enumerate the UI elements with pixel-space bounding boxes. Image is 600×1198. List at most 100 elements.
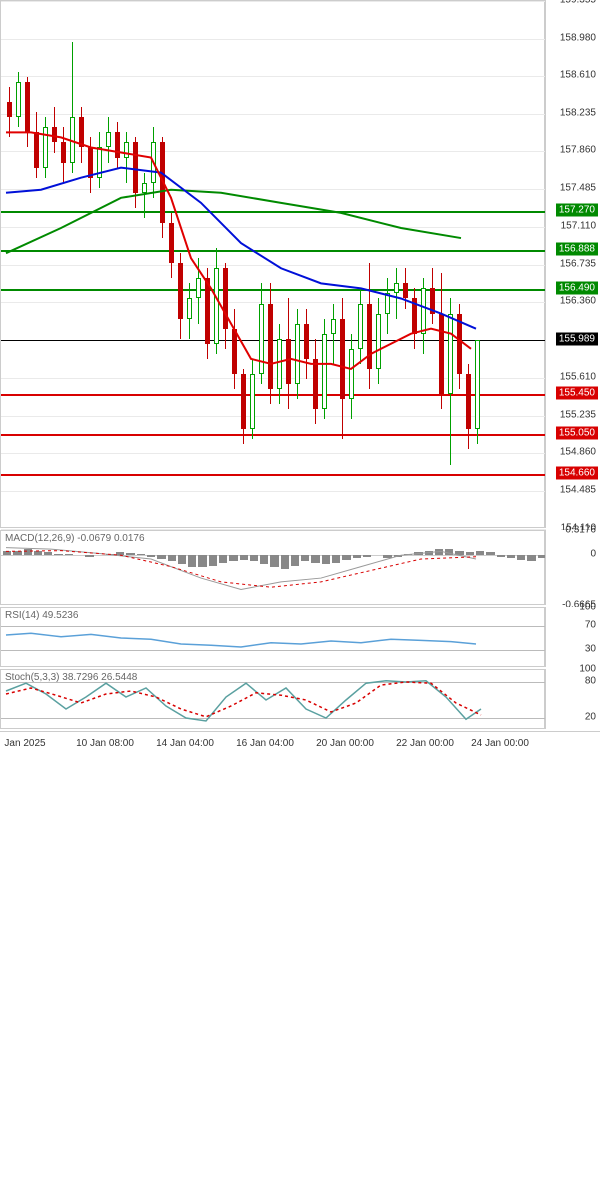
y-tick-label: 155.235 <box>560 409 596 420</box>
y-tick-label: 154.860 <box>560 447 596 458</box>
macd-hist-bar <box>65 554 73 555</box>
grid-line <box>1 302 546 303</box>
level-line <box>1 289 546 291</box>
grid-line <box>1 453 546 454</box>
macd-hist-bar <box>363 555 371 557</box>
y-tick-label: 157.485 <box>560 183 596 194</box>
band-line <box>1 718 546 719</box>
grid-line <box>1 378 546 379</box>
macd-hist-bar <box>342 555 350 560</box>
macd-hist-bar <box>383 555 391 558</box>
y-tick-label: 156.735 <box>560 258 596 269</box>
macd-hist-bar <box>353 555 361 558</box>
macd-hist-bar <box>466 552 474 555</box>
x-tick-label: 22 Jan 00:00 <box>396 738 454 749</box>
y-tick-label: 70 <box>585 620 596 631</box>
macd-hist-bar <box>198 555 206 567</box>
macd-hist-bar <box>435 549 443 555</box>
macd-hist-bar <box>394 555 402 557</box>
y-tick-label: 157.110 <box>561 220 596 231</box>
y-tick-label: 20 <box>585 712 596 723</box>
level-line <box>1 211 546 213</box>
rsi-panel[interactable]: RSI(14) 49.5236 <box>0 607 545 667</box>
macd-hist-bar <box>332 555 340 563</box>
price-y-axis: 159.355158.980158.610158.235157.860157.4… <box>545 0 600 528</box>
macd-hist-bar <box>178 555 186 564</box>
macd-hist-bar <box>250 555 258 561</box>
macd-hist-bar <box>240 555 248 560</box>
macd-hist-bar <box>445 549 453 555</box>
y-tick-label: 155.610 <box>560 371 596 382</box>
y-tick-label: 159.355 <box>560 0 596 6</box>
macd-hist-bar <box>270 555 278 567</box>
grid-line <box>1 189 546 190</box>
macd-hist-bar <box>455 551 463 556</box>
macd-hist-bar <box>44 552 52 555</box>
macd-hist-bar <box>404 554 412 556</box>
macd-hist-bar <box>476 551 484 556</box>
macd-hist-bar <box>34 551 42 556</box>
y-tick-label: 100 <box>579 602 596 613</box>
x-tick-label: 14 Jan 04:00 <box>156 738 214 749</box>
x-tick-label: 24 Jan 00:00 <box>471 738 529 749</box>
macd-hist-bar <box>116 552 124 555</box>
macd-panel[interactable]: MACD(12,26,9) -0.0679 0.0176 <box>0 530 545 605</box>
grid-line <box>1 1 546 2</box>
macd-hist-bar <box>13 551 21 556</box>
price-chart-container: 159.355158.980158.610158.235157.860157.4… <box>0 0 600 789</box>
grid-line <box>1 39 546 40</box>
time-x-axis: Jan 2025 10 Jan 08:00 14 Jan 04:00 16 Jan 0… <box>0 731 600 761</box>
y-tick-label: 0 <box>590 549 596 560</box>
macd-hist-bar <box>157 555 165 559</box>
band-line <box>1 626 546 627</box>
y-tick-label: 158.610 <box>560 69 596 80</box>
y-tick-label: 0.3176 <box>565 525 596 536</box>
y-tick-label: 158.980 <box>560 32 596 43</box>
band-line <box>1 682 546 683</box>
macd-hist-bar <box>168 555 176 561</box>
macd-hist-bar <box>3 551 11 555</box>
macd-hist-bar <box>291 555 299 566</box>
macd-hist-bar <box>414 552 422 555</box>
macd-hist-bar <box>322 555 330 564</box>
x-tick-label: Jan 2025 <box>4 738 45 749</box>
x-tick-label: 16 Jan 04:00 <box>236 738 294 749</box>
rsi-y-axis: 1007030 <box>545 607 600 667</box>
level-line <box>1 250 546 252</box>
level-line <box>1 434 546 436</box>
macd-hist-bar <box>301 555 309 561</box>
macd-hist-bar <box>126 553 134 555</box>
grid-line <box>1 76 546 77</box>
indicator-label: MACD(12,26,9) -0.0679 0.0176 <box>5 533 145 544</box>
macd-hist-bar <box>85 555 93 557</box>
band-line <box>1 650 546 651</box>
macd-hist-bar <box>311 555 319 563</box>
level-line <box>1 474 546 476</box>
y-tick-label: 158.235 <box>560 107 596 118</box>
y-tick-label: 156.360 <box>560 296 596 307</box>
macd-hist-bar <box>497 555 505 557</box>
level-label: 156.888 <box>556 243 598 256</box>
current-price-line <box>1 340 546 341</box>
macd-hist-bar <box>281 555 289 569</box>
macd-hist-bar <box>188 555 196 566</box>
stoch-y-axis: 1008020 <box>545 669 600 729</box>
y-tick-label: 154.485 <box>560 485 596 496</box>
macd-hist-bar <box>507 555 515 558</box>
level-label: 154.660 <box>556 466 598 479</box>
macd-hist-bar <box>137 554 145 555</box>
stoch-panel[interactable]: Stoch(5,3,3) 38.7296 26.5448 <box>0 669 545 729</box>
macd-hist-bar <box>209 555 217 566</box>
macd-hist-bar <box>24 549 32 555</box>
macd-hist-bar <box>517 555 525 560</box>
grid-line <box>1 265 546 266</box>
main-price-panel[interactable] <box>0 0 545 528</box>
macd-hist-bar <box>147 555 155 557</box>
level-label: 156.490 <box>556 282 598 295</box>
macd-hist-bar <box>486 552 494 555</box>
macd-y-axis: 0.31760-0.6665 <box>545 530 600 605</box>
macd-hist-bar <box>425 551 433 556</box>
grid-line <box>1 416 546 417</box>
level-label: 155.989 <box>556 332 598 345</box>
x-tick-label: 10 Jan 08:00 <box>76 738 134 749</box>
